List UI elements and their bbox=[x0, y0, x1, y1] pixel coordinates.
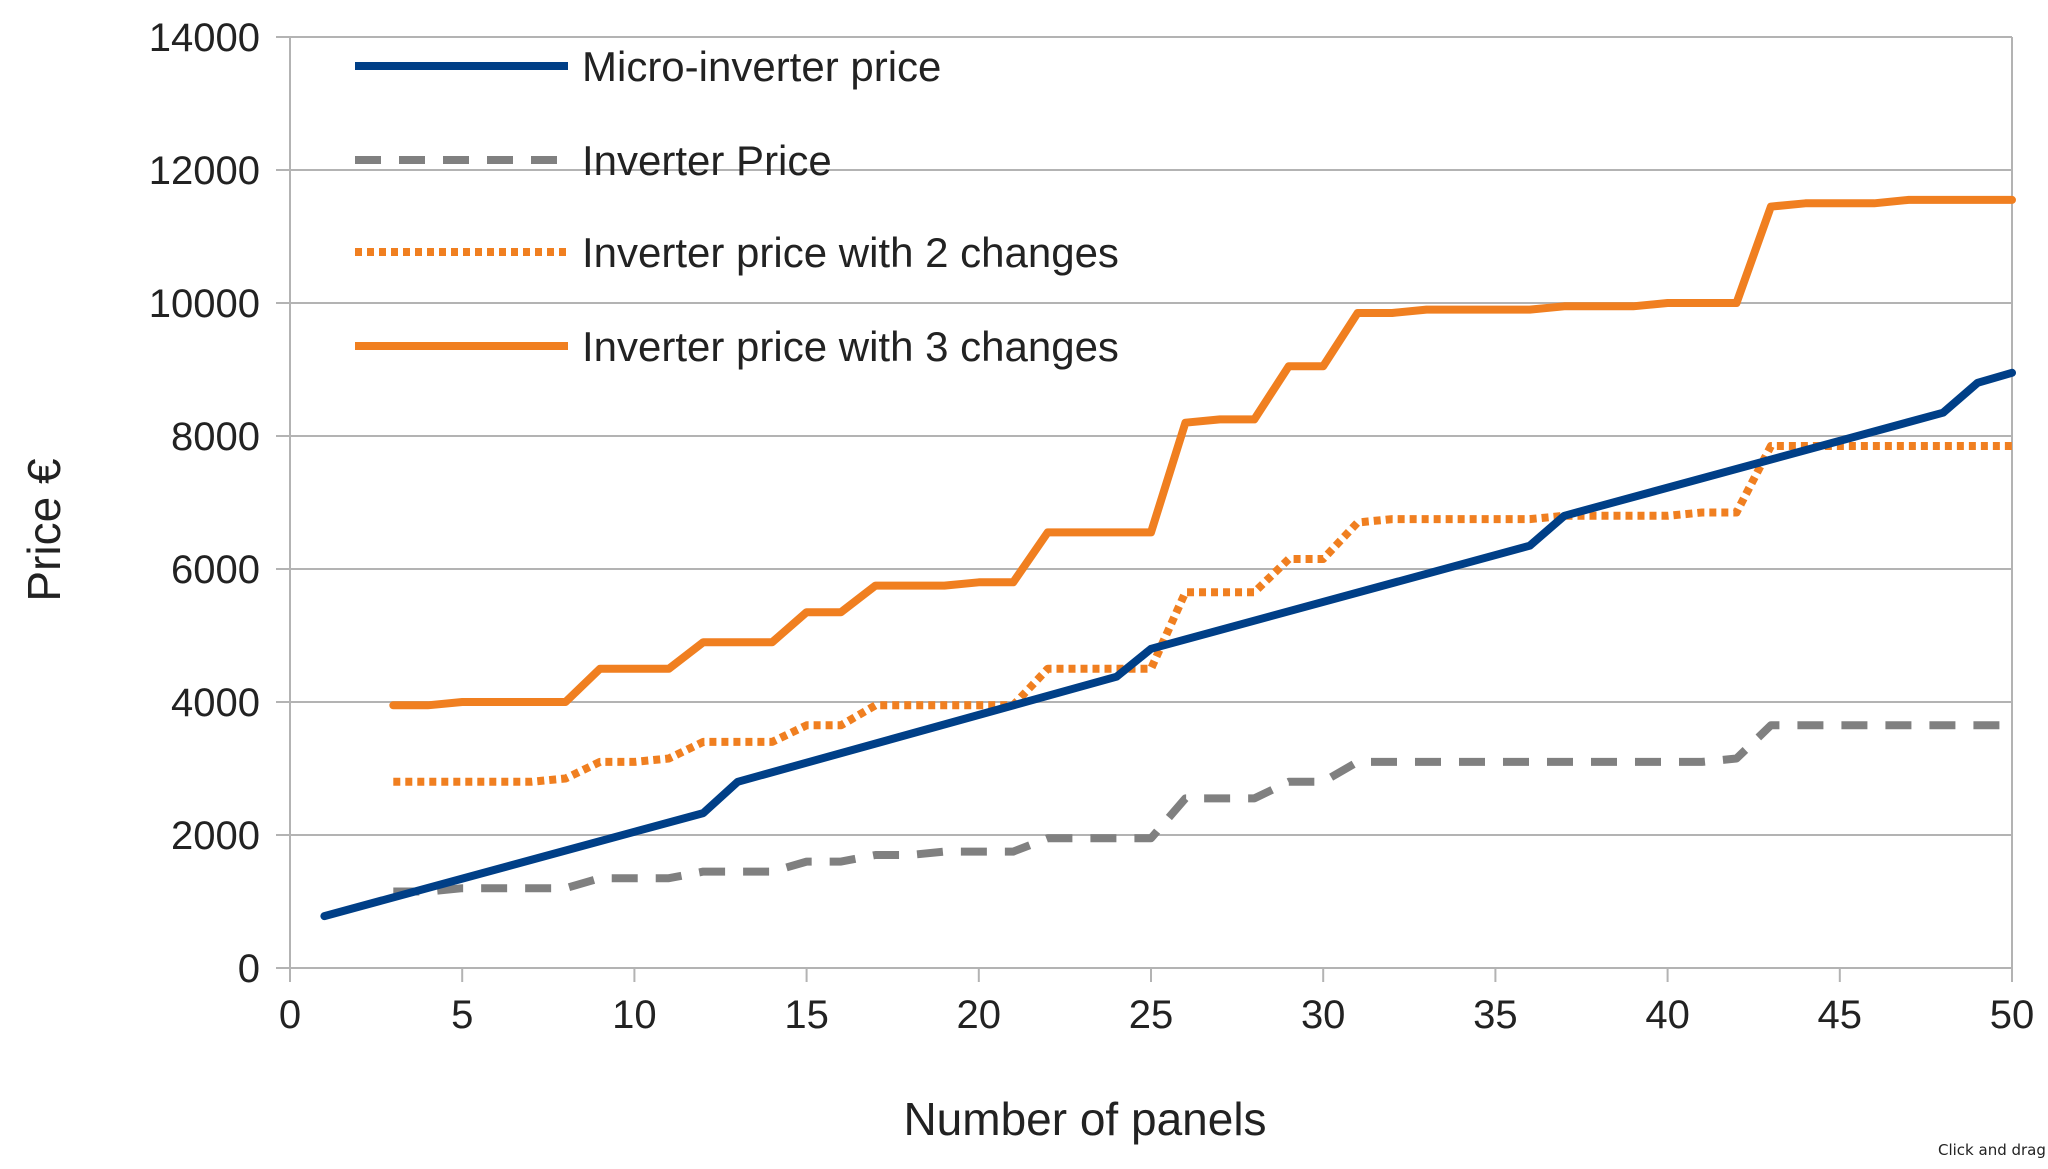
grid-lines bbox=[290, 36, 2012, 969]
x-axis-title: Number of panels bbox=[903, 1093, 1266, 1145]
series-line-1 bbox=[320, 368, 2016, 921]
series-line-2 bbox=[393, 721, 2012, 896]
series-line-3 bbox=[393, 442, 2012, 786]
x-tick-label: 20 bbox=[957, 993, 1002, 1037]
x-tick-label: 15 bbox=[784, 993, 829, 1037]
y-axis-title: Price € bbox=[18, 458, 70, 601]
legend-label: Inverter price with 3 changes bbox=[582, 323, 1119, 370]
y-tick-label: 14000 bbox=[149, 16, 260, 60]
x-tick-label: 0 bbox=[279, 993, 301, 1037]
x-tick-label: 40 bbox=[1645, 993, 1690, 1037]
x-tick-label: 10 bbox=[612, 993, 657, 1037]
y-tick-label: 12000 bbox=[149, 149, 260, 193]
legend: Micro-inverter price Inverter Price Invert… bbox=[355, 43, 1119, 370]
x-tick-label: 45 bbox=[1818, 993, 1863, 1037]
legend-label: Micro-inverter price bbox=[582, 43, 941, 90]
x-tick-label: 30 bbox=[1301, 993, 1346, 1037]
x-tick-label: 25 bbox=[1129, 993, 1174, 1037]
series-lines bbox=[320, 195, 2016, 921]
y-tick-label: 8000 bbox=[171, 415, 260, 459]
axes bbox=[276, 36, 2013, 982]
series-line-4 bbox=[389, 195, 2016, 710]
corner-hint-text: Click and drag bbox=[1938, 1141, 2048, 1159]
y-tick-label: 0 bbox=[238, 947, 260, 991]
x-tick-labels: 0 5 10 15 20 25 30 35 40 45 50 bbox=[279, 993, 2034, 1037]
y-tick-label: 4000 bbox=[171, 681, 260, 725]
x-tick-label: 50 bbox=[1990, 993, 2035, 1037]
x-tick-label: 5 bbox=[451, 993, 473, 1037]
legend-label: Inverter Price bbox=[582, 137, 832, 184]
y-tick-label: 6000 bbox=[171, 548, 260, 592]
y-tick-label: 10000 bbox=[149, 282, 260, 326]
y-tick-labels: 0 2000 4000 6000 8000 10000 12000 14000 bbox=[149, 16, 260, 991]
x-tick-label: 35 bbox=[1473, 993, 1518, 1037]
y-tick-label: 2000 bbox=[171, 814, 260, 858]
legend-label: Inverter price with 2 changes bbox=[582, 229, 1119, 276]
